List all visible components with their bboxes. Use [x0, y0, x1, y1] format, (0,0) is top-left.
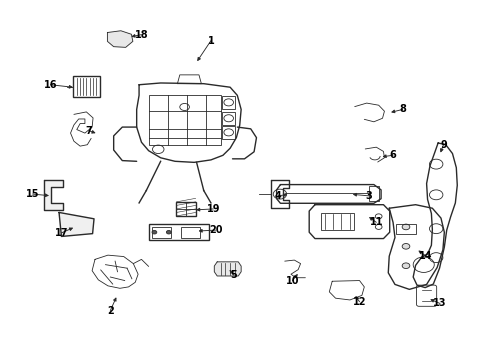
Polygon shape	[214, 262, 241, 276]
Text: 8: 8	[398, 104, 405, 114]
Polygon shape	[107, 31, 133, 48]
Text: 17: 17	[55, 228, 68, 238]
Bar	[176, 202, 195, 216]
Text: 7: 7	[85, 126, 92, 136]
Bar	[222, 112, 235, 125]
Circle shape	[401, 224, 409, 230]
Bar	[73, 76, 100, 97]
Bar	[396, 224, 415, 234]
Text: 11: 11	[369, 217, 382, 227]
Text: 2: 2	[107, 306, 114, 315]
Text: 19: 19	[206, 204, 220, 214]
Polygon shape	[59, 212, 94, 237]
Text: 13: 13	[432, 298, 446, 309]
Circle shape	[401, 243, 409, 249]
Text: 16: 16	[43, 80, 57, 90]
Text: 4: 4	[274, 191, 281, 201]
Circle shape	[166, 230, 171, 234]
Text: 1: 1	[207, 36, 214, 46]
Bar	[368, 186, 378, 201]
Bar	[152, 227, 171, 238]
Bar	[148, 95, 220, 145]
Text: 15: 15	[26, 189, 40, 199]
Bar	[222, 126, 235, 139]
Bar	[148, 224, 208, 240]
Bar	[222, 96, 235, 109]
Text: 12: 12	[352, 297, 366, 307]
Bar	[321, 213, 353, 230]
Text: 9: 9	[439, 140, 446, 150]
Text: 6: 6	[389, 150, 396, 160]
Text: 3: 3	[365, 191, 372, 201]
Bar	[181, 227, 200, 238]
Text: 18: 18	[134, 30, 148, 40]
Text: 14: 14	[418, 251, 431, 261]
Text: 20: 20	[208, 225, 222, 235]
Circle shape	[152, 230, 157, 234]
Text: 5: 5	[230, 270, 237, 280]
Circle shape	[401, 263, 409, 269]
Polygon shape	[44, 180, 63, 210]
Text: 10: 10	[285, 275, 299, 285]
